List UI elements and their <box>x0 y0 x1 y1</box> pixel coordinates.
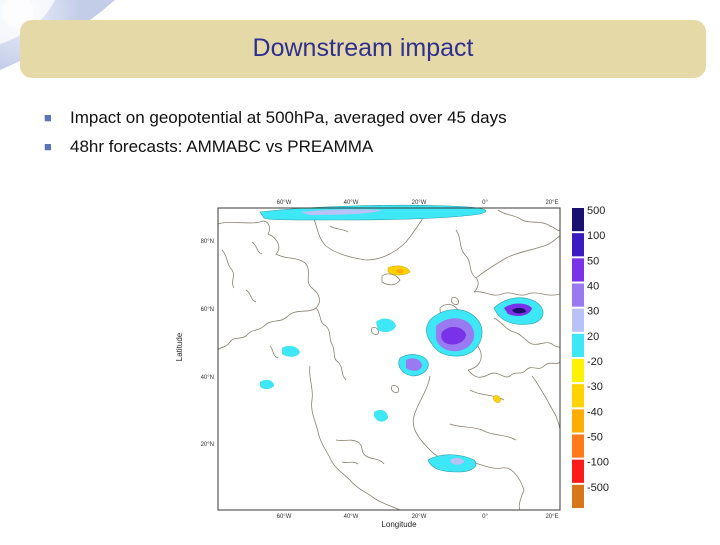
map-frame <box>218 208 560 510</box>
legend-swatch <box>572 434 584 458</box>
legend-swatch <box>572 459 584 483</box>
top-longitude-labels: 60°W 40°W 20°W 0° 20°E <box>277 200 559 206</box>
y-axis-label: Latitude <box>175 332 184 361</box>
coastline <box>391 385 399 393</box>
top-lon-label: 20°E <box>545 200 558 206</box>
top-lon-label: 0° <box>482 200 488 206</box>
legend-label: 100 <box>587 230 605 242</box>
coastline <box>449 423 517 441</box>
top-lon-label: 40°W <box>344 200 359 206</box>
coastline <box>315 307 347 381</box>
legend-label: -30 <box>587 381 603 393</box>
legend-label: -500 <box>587 482 609 494</box>
anomaly-region <box>260 379 274 389</box>
legend-label: 50 <box>587 255 599 267</box>
coastline <box>221 249 235 289</box>
anomaly-region <box>259 204 487 221</box>
bullet-item: ■ 48hr forecasts: AMMABC vs PREAMMA <box>44 136 507 165</box>
bullet-list: ■ Impact on geopotential at 500hPa, avera… <box>44 107 507 165</box>
bottom-longitude-labels: 60°W 40°W 20°W 0° 20°E <box>277 514 559 520</box>
legend-swatch <box>572 359 584 383</box>
coastline <box>269 345 279 359</box>
coastline <box>309 209 429 261</box>
coastline <box>217 220 320 351</box>
legend-swatch <box>572 384 584 408</box>
coastline <box>469 389 505 401</box>
anomaly-region <box>300 209 382 215</box>
bullet-item: ■ Impact on geopotential at 500hPa, avera… <box>44 107 507 136</box>
coastline <box>329 225 349 233</box>
x-axis-label: Longitude <box>381 520 417 529</box>
legend-label: -40 <box>587 406 603 418</box>
legend-swatch <box>572 308 584 332</box>
anomaly-region <box>512 307 526 314</box>
legend-label: -100 <box>587 457 609 469</box>
legend-swatch <box>572 484 584 508</box>
coastline <box>371 327 379 335</box>
coastline <box>341 461 359 465</box>
impact-anomaly-fields <box>259 204 544 473</box>
top-lon-label: 20°W <box>412 200 427 206</box>
legend-label: 40 <box>587 281 599 293</box>
bottom-lon-label: 0° <box>482 514 488 520</box>
geopotential-impact-map: 60°W 40°W 20°W 0° 20°E 80°N 60°N 40°N 20… <box>160 190 720 540</box>
map-border <box>217 207 561 511</box>
top-lon-label: 60°W <box>277 200 292 206</box>
lat-label: 80°N <box>201 239 214 245</box>
coastline <box>497 209 561 231</box>
coastline <box>381 273 401 286</box>
legend-swatch <box>572 258 584 282</box>
coastline <box>451 297 459 305</box>
map-plot-area <box>217 204 561 511</box>
legend-swatch <box>572 409 584 433</box>
anomaly-region <box>406 358 422 371</box>
coastline <box>455 229 479 293</box>
title-bar <box>20 20 706 78</box>
bottom-lon-label: 20°E <box>545 514 558 520</box>
anomaly-region <box>450 457 464 465</box>
legend-label: -20 <box>587 356 603 368</box>
coastline <box>473 291 561 296</box>
lat-label: 40°N <box>201 375 214 381</box>
bottom-lon-label: 20°W <box>412 514 427 520</box>
bottom-lon-label: 40°W <box>344 514 359 520</box>
legend-swatch <box>572 283 584 307</box>
anomaly-region <box>282 345 300 357</box>
anomaly-region <box>376 318 396 333</box>
coastline <box>309 365 401 511</box>
map-figure: 60°W 40°W 20°W 0° 20°E 80°N 60°N 40°N 20… <box>160 190 720 540</box>
legend-label: 20 <box>587 331 599 343</box>
coastline <box>335 439 385 465</box>
anomaly-region <box>374 410 388 422</box>
coastline <box>245 289 257 303</box>
anomaly-region <box>493 395 501 403</box>
legend-swatch <box>572 208 584 232</box>
anomaly-region <box>427 454 477 473</box>
legend-label: 30 <box>587 306 599 318</box>
legend-label: -50 <box>587 432 603 444</box>
slide-title: Downstream impact <box>252 34 474 62</box>
lat-label: 60°N <box>201 307 214 313</box>
latitude-labels: 80°N 60°N 40°N 20°N <box>201 239 214 448</box>
square-bullet-icon: ■ <box>44 110 52 125</box>
lat-label: 20°N <box>201 442 214 448</box>
anomaly-region <box>441 326 466 345</box>
bullet-text: Impact on geopotential at 500hPa, averag… <box>70 108 507 127</box>
color-legend: 500 100 50 40 30 20 -20 -30 -40 -50 -100 -500 <box>572 205 609 508</box>
bullet-text: 48hr forecasts: AMMABC vs PREAMMA <box>70 137 374 156</box>
coastline <box>251 241 263 255</box>
coastline <box>518 489 525 511</box>
coastlines <box>217 209 561 511</box>
legend-swatch <box>572 233 584 257</box>
square-bullet-icon: ■ <box>44 139 52 154</box>
coastline <box>493 317 561 349</box>
legend-swatch <box>572 333 584 357</box>
legend-label: 500 <box>587 205 605 217</box>
anomaly-region <box>396 269 404 274</box>
coastline <box>475 235 561 279</box>
bottom-lon-label: 60°W <box>277 514 292 520</box>
coastline <box>467 361 561 378</box>
